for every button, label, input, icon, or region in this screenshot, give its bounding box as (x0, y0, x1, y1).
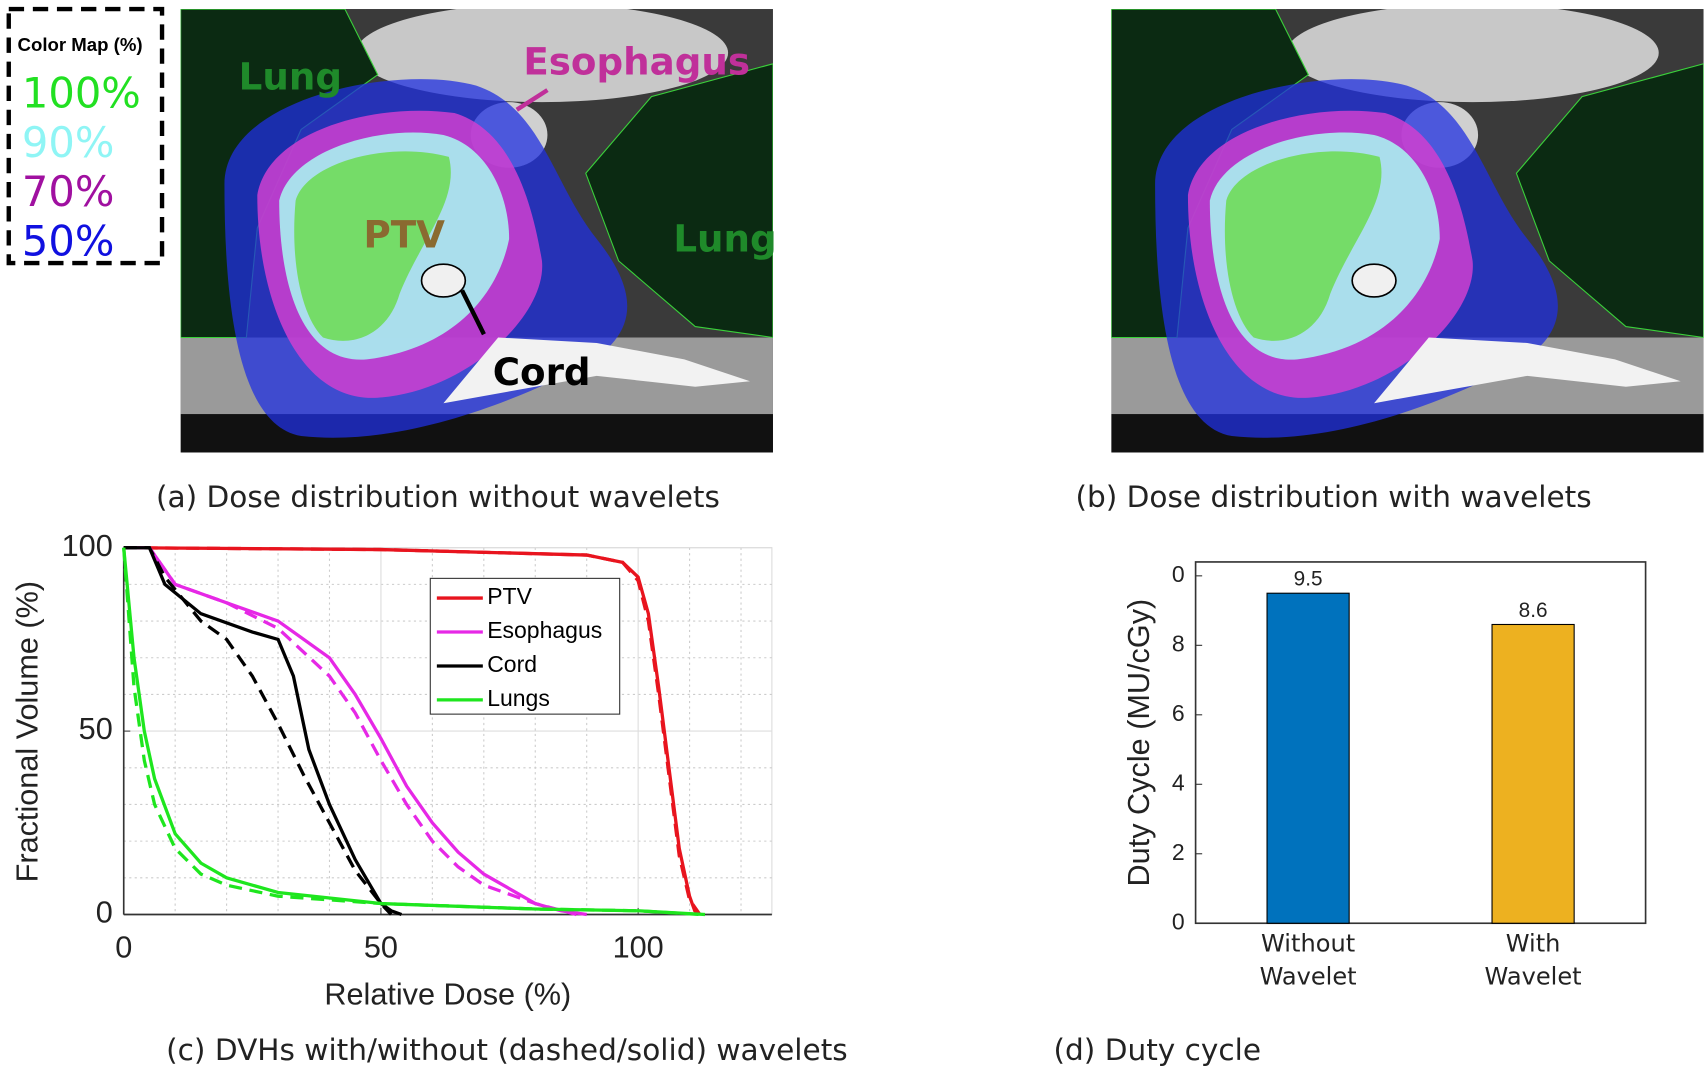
line-dashed (123, 546, 577, 917)
legend-label: Esophagus (487, 617, 602, 643)
organ-label: Cord (493, 350, 591, 394)
x-tick-label: With Wavelet (1484, 930, 1582, 992)
caption: (b) Dose distribution with wavelets (1075, 480, 1591, 514)
y-tick-label: 6 (1172, 700, 1185, 726)
organ-label: Esophagus (523, 39, 750, 83)
bar (1266, 592, 1350, 924)
legend-label: PTV (487, 583, 532, 609)
arrow (515, 88, 549, 112)
color-map-box (6, 6, 165, 266)
line-dashed (123, 546, 393, 916)
value-label: 8.6 (1519, 599, 1548, 622)
y-tick-label: 0 (1172, 561, 1185, 587)
color-map-entry: 90% (22, 118, 114, 167)
y-tick-label: 100 (62, 529, 113, 563)
caption: (c) DVHs with/without (dashed/solid) wav… (166, 1033, 848, 1067)
y-tick-label: 0 (1172, 908, 1185, 934)
y-axis-label: Duty Cycle (MU/cGy) (1122, 599, 1156, 887)
y-tick-label: 0 (96, 896, 113, 930)
line (123, 546, 701, 916)
organ-label: Lung (673, 217, 776, 261)
organ-label: PTV (363, 212, 445, 256)
arrow (460, 289, 486, 336)
legend-box (429, 577, 621, 715)
color-map-entry: 70% (22, 167, 114, 216)
x-tick-label-box: With Wavelet (1484, 930, 1582, 992)
legend-label: Lungs (487, 685, 550, 711)
color-map-entry: 50% (22, 216, 114, 265)
caption: (d) Duty cycle (1054, 1033, 1262, 1067)
color-map-title: Color Map (%) (18, 34, 143, 55)
value-label: 9.5 (1294, 568, 1323, 591)
caption: (a) Dose distribution without wavelets (156, 480, 720, 514)
x-tick-label: 50 (364, 931, 398, 965)
x-tick-label: 100 (613, 931, 664, 965)
line (123, 546, 587, 917)
x-axis-label: Relative Dose (%) (324, 978, 571, 1012)
color-map-entry: 100% (22, 69, 141, 118)
legend-label: Cord (487, 651, 537, 677)
x-tick-label-box: Without Wavelet (1259, 930, 1357, 992)
plot-area (1194, 561, 1647, 925)
ct-image (1111, 4, 1703, 453)
y-tick-label: 4 (1172, 769, 1185, 795)
x-tick-label: Without Wavelet (1259, 930, 1357, 992)
line (122, 547, 706, 917)
y-tick-label: 8 (1172, 630, 1185, 656)
bar (1491, 623, 1575, 924)
x-tick-label: 0 (115, 931, 132, 965)
organ-label: Lung (239, 55, 342, 99)
y-tick-label: 50 (79, 712, 113, 746)
y-axis-label: Fractional Volume (%) (11, 581, 45, 882)
y-tick-label: 2 (1172, 839, 1185, 865)
